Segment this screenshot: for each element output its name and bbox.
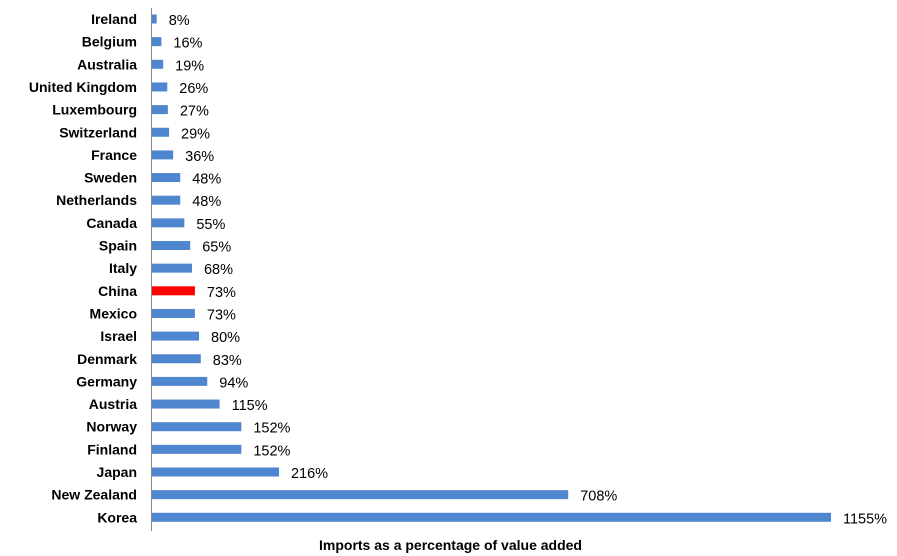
value-label-belgium: 16% xyxy=(173,36,202,52)
value-label-germany: 94% xyxy=(219,375,248,391)
category-label-finland: Finland xyxy=(87,441,137,457)
bar-israel xyxy=(152,331,200,341)
bar-austria xyxy=(152,399,220,409)
category-label-germany: Germany xyxy=(76,373,137,389)
category-label-united-kingdom: United Kingdom xyxy=(29,79,137,95)
value-label-australia: 19% xyxy=(175,58,204,74)
bar-korea xyxy=(152,512,831,522)
bar-norway xyxy=(152,422,242,432)
value-label-mexico: 73% xyxy=(207,307,236,323)
bar-new-zealand xyxy=(152,490,569,500)
bar-china xyxy=(152,286,195,296)
bar-mexico xyxy=(152,308,195,318)
value-label-korea: 1155% xyxy=(843,511,887,527)
bar-spain xyxy=(152,241,191,250)
category-label-china: China xyxy=(98,283,137,299)
category-label-italy: Italy xyxy=(109,260,137,276)
value-label-switzerland: 29% xyxy=(181,126,210,142)
bar-finland xyxy=(152,444,242,454)
value-label-china: 73% xyxy=(207,285,236,301)
value-label-luxembourg: 27% xyxy=(180,104,209,120)
value-label-france: 36% xyxy=(185,149,214,165)
category-label-canada: Canada xyxy=(86,215,137,231)
category-label-sweden: Sweden xyxy=(84,170,137,186)
value-label-netherlands: 48% xyxy=(192,194,221,210)
bar-denmark xyxy=(152,354,201,364)
value-label-italy: 68% xyxy=(204,262,233,278)
value-label-japan: 216% xyxy=(291,466,328,482)
category-label-israel: Israel xyxy=(100,328,137,344)
bar-united-kingdom xyxy=(152,82,168,92)
category-label-luxembourg: Luxembourg xyxy=(52,102,137,118)
value-label-new-zealand: 708% xyxy=(580,489,617,505)
category-label-spain: Spain xyxy=(99,238,137,254)
value-label-united-kingdom: 26% xyxy=(179,81,208,97)
bar-canada xyxy=(152,218,185,228)
x-axis-title: Imports as a percentage of value added xyxy=(319,537,582,553)
bar-france xyxy=(152,150,174,160)
value-label-canada: 55% xyxy=(196,217,225,233)
bar-australia xyxy=(152,59,164,69)
value-label-sweden: 48% xyxy=(192,172,221,188)
value-label-israel: 80% xyxy=(211,330,240,346)
value-label-spain: 65% xyxy=(202,240,231,256)
bars-group xyxy=(152,14,831,522)
category-label-france: France xyxy=(91,147,137,163)
category-label-netherlands: Netherlands xyxy=(56,192,137,208)
bar-italy xyxy=(152,263,192,273)
value-label-norway: 152% xyxy=(253,421,290,437)
value-label-denmark: 83% xyxy=(213,353,242,369)
value-label-finland: 152% xyxy=(253,443,290,459)
bar-luxembourg xyxy=(152,105,168,115)
bar-germany xyxy=(152,376,208,386)
category-label-korea: Korea xyxy=(97,509,137,525)
category-label-austria: Austria xyxy=(89,396,137,412)
category-label-new-zealand: New Zealand xyxy=(51,487,137,503)
bar-japan xyxy=(152,467,279,477)
category-label-ireland: Ireland xyxy=(91,11,137,27)
bar-belgium xyxy=(152,37,162,47)
bar-sweden xyxy=(152,173,181,183)
value-label-ireland: 8% xyxy=(169,13,190,29)
category-label-japan: Japan xyxy=(97,464,137,480)
category-labels: Ireland Belgium Australia United Kingdom Lux… xyxy=(29,11,137,525)
bar-netherlands xyxy=(152,195,181,205)
category-label-belgium: Belgium xyxy=(82,34,137,50)
category-label-norway: Norway xyxy=(86,419,137,435)
category-label-mexico: Mexico xyxy=(90,305,137,321)
category-label-switzerland: Switzerland xyxy=(59,124,137,140)
value-labels: 8% 16% 19% 26% 27% 29% 36% 48% 48% 55% 65% 68% 73% 73… xyxy=(169,13,887,527)
bar-ireland xyxy=(152,14,157,24)
category-label-australia: Australia xyxy=(77,56,137,72)
bar-switzerland xyxy=(152,127,170,137)
category-label-denmark: Denmark xyxy=(77,351,137,367)
value-label-austria: 115% xyxy=(232,398,268,414)
